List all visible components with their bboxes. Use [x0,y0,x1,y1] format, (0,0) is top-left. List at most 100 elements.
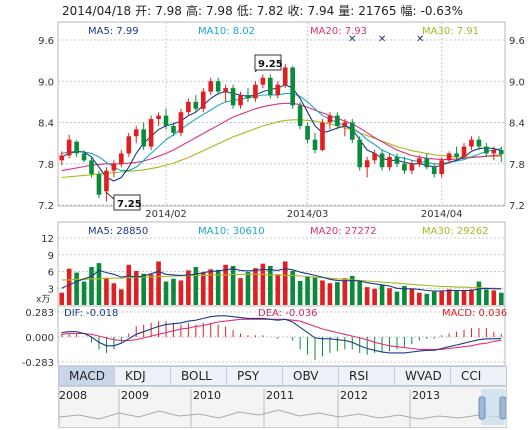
price-panel [57,21,506,207]
volume-bar [126,264,132,305]
macd-y-tick: 0.283 [25,308,54,319]
candle-body [327,115,333,123]
tab-wvad[interactable]: WVAD [395,367,451,385]
candle-body [133,129,139,137]
vol-legend-ma30: MA30: 29262 [422,226,489,237]
volume-bar [305,276,310,305]
navigator-left-handle[interactable] [478,396,486,420]
volume-bar [402,286,407,305]
price-x-tick: 2014/03 [287,209,329,220]
candle-body [148,119,154,147]
macd-y-axis: 0.283 0.000 -0.283 [22,308,54,366]
candle-body [349,122,355,140]
time-navigator[interactable]: 2008 2009 2010 2011 2012 2013 [58,386,507,428]
volume-bar [89,267,94,305]
price-y-tick-right: 7.8 [509,160,525,171]
legend-ma10: MA10: 8.02 [198,26,255,37]
volume-bar [66,268,72,305]
volume-bar [342,278,348,305]
volume-bar [372,288,377,305]
volume-bar [312,277,318,305]
candle-body [126,136,132,154]
volume-bar [446,289,452,305]
macd-dif-label: DIF: -0.018 [64,308,118,319]
tab-macd[interactable]: MACD [59,367,115,385]
volume-bar [409,288,415,305]
vol-legend-ma10: MA10: 30610 [198,226,265,237]
candle-body [372,153,377,161]
tab-psy[interactable]: PSY [227,367,283,385]
candle-body [230,88,236,106]
volume-bar [133,270,139,305]
volume-bar [59,292,65,305]
candle-body [387,156,392,168]
low-marker: 7.25 [105,191,142,211]
volume-bar [439,290,444,305]
volume-bar [431,291,437,305]
volume-ma5-line [61,268,502,292]
volume-bar [484,289,489,305]
volume-label: 量: [338,4,355,18]
tab-rsi[interactable]: RSI [339,367,395,385]
candle-body [163,115,169,126]
volume-bar [290,270,295,305]
event-star-icon[interactable]: ✕ [348,34,356,45]
volume-bar [387,288,392,305]
volume-bar [297,280,303,305]
tab-cci[interactable]: CCI [461,369,482,383]
nav-year-label: 2009 [121,389,149,402]
open-value: 7.98 [155,4,182,18]
volume-bar [238,278,243,305]
navigator-right-handle[interactable] [499,396,506,420]
event-star-icon[interactable]: ✕ [378,34,386,45]
low-mark-label: 7.25 [117,199,142,210]
nav-year-label: 2010 [193,389,221,402]
candle-body [141,129,146,147]
candle-body [208,81,214,92]
nav-year-label: 2011 [266,389,294,402]
legend-ma30: MA30: 7.91 [422,26,479,37]
vol-legend-ma5: MA5: 28850 [88,226,148,237]
tab-boll[interactable]: BOLL [171,367,227,385]
candle-body [223,88,228,92]
event-star-icon[interactable]: ✕ [416,34,424,45]
navigator-years: 2008 2009 2010 2011 2012 2013 [59,389,440,427]
volume-value: 21765 [358,4,397,18]
open-label: 开: [135,4,152,18]
candle-body [417,158,422,164]
candle-body [484,146,489,154]
volume-y-tick: 3 [48,284,54,295]
volume-bar [364,287,370,305]
volume-bar [491,290,497,305]
nav-year-label: 2008 [59,389,87,402]
candle-body [491,150,497,154]
volume-bar [200,272,206,305]
close-value: 7.94 [307,4,335,18]
volume-bar [111,283,117,305]
volume-bar [417,292,422,305]
price-y-tick-left: 7.8 [38,160,54,171]
high-marker: 9.25 [254,54,283,73]
volume-bar [476,281,482,305]
candle-body [66,139,72,156]
volume-bar [223,264,228,305]
tab-kdj[interactable]: KDJ [115,367,171,385]
candle-body [297,105,303,126]
tab-obv[interactable]: OBV [283,367,339,385]
volume-bar [96,263,102,305]
indicator-tabs: MACD KDJ BOLL PSY OBV RSI WVAD CCI [58,366,507,386]
legend-ma5: MA5: 7.99 [88,26,139,37]
volume-bar [461,291,467,305]
low-label: 低: [236,4,253,18]
volume-bar [454,291,459,305]
volume-bar [178,280,184,305]
price-x-tick: 2014/02 [145,209,187,220]
high-value: 7.98 [205,4,233,18]
candle-body [245,95,251,99]
price-y-tick-right: 9.0 [509,77,525,88]
volume-y-tick: 6 [48,268,54,279]
volume-y-tick: 9 [48,251,54,262]
volume-bar [74,272,79,305]
price-y-tick-right: 9.6 [509,36,525,47]
volume-bar [119,289,124,305]
